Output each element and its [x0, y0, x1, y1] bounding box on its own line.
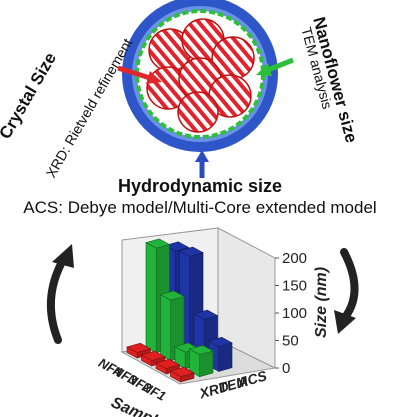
- bar-face: [188, 345, 214, 356]
- bar-face: [159, 290, 185, 301]
- z-axis-ticks: 0 50 100 150 200: [275, 250, 307, 377]
- crystal-cores: [146, 18, 255, 133]
- bar-face: [193, 309, 219, 320]
- nanoflower-size-arrow: [256, 57, 294, 76]
- cycle-arrow-right-icon: [334, 248, 359, 334]
- bar-face: [155, 358, 181, 369]
- bar-face: [160, 294, 171, 362]
- crystal-core: [177, 91, 219, 133]
- bar-face: [207, 336, 233, 348]
- hydrodynamic-size-arrow: [195, 150, 209, 178]
- bar-tem-nf3: [159, 290, 185, 362]
- z-tick-label: 50: [282, 333, 299, 350]
- bar-face: [140, 350, 166, 361]
- z-tick-label: 200: [282, 250, 307, 267]
- bar-face: [145, 242, 157, 354]
- bar-face: [169, 366, 195, 377]
- bar-xrd-nf3: [140, 350, 166, 367]
- z-tick-label: 150: [282, 278, 307, 295]
- cycle-arrow-left-icon: [46, 244, 74, 344]
- z-axis-label: Size (nm): [313, 267, 330, 338]
- chart-bars: [126, 238, 233, 383]
- hydrodynamic-size-method: ACS: Debye model/Multi-Core extended mod…: [23, 198, 377, 217]
- bar-xrd-nf2: [155, 358, 181, 375]
- bar-face: [178, 246, 204, 257]
- z-tick-label: 100: [282, 305, 307, 322]
- method-label-tem: TEM: [217, 373, 250, 397]
- bar-acs-nf1: [207, 336, 233, 372]
- bar-xrd-nf4: [126, 342, 152, 359]
- bar-face: [145, 238, 171, 249]
- bar-face: [199, 350, 214, 378]
- samples-axis-label: Samples: [108, 394, 175, 417]
- crystal-size-arrow: [117, 65, 162, 84]
- z-tick-label: 0: [282, 360, 290, 377]
- bar-face: [218, 342, 233, 372]
- hydrodynamic-size-title: Hydrodynamic size: [117, 176, 283, 196]
- bar-face: [126, 342, 152, 353]
- bar-xrd-nf1: [169, 366, 195, 383]
